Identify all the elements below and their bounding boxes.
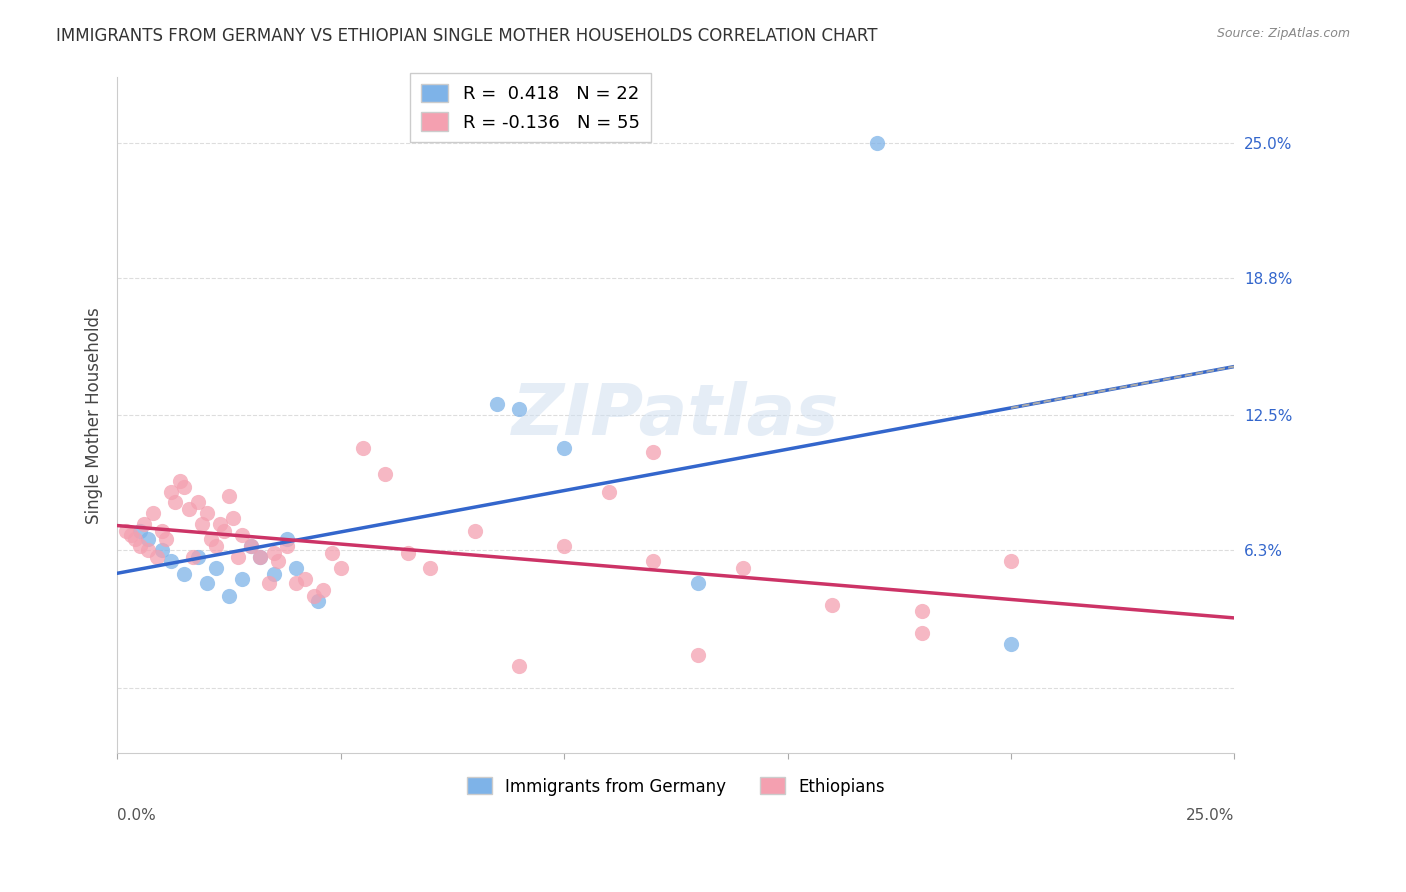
Point <box>214 524 236 538</box>
Point <box>508 659 530 673</box>
Legend: Immigrants from Germany, Ethiopians: Immigrants from Germany, Ethiopians <box>457 767 894 805</box>
Point <box>263 545 285 559</box>
Point <box>329 561 352 575</box>
Point <box>181 549 204 564</box>
Text: ZIPatlas: ZIPatlas <box>512 381 839 450</box>
Point <box>191 517 214 532</box>
Point <box>821 598 844 612</box>
Point <box>218 489 240 503</box>
Point <box>553 539 575 553</box>
Point <box>138 543 160 558</box>
Point <box>276 533 298 547</box>
Point <box>222 510 245 524</box>
Point <box>204 539 226 553</box>
Point <box>688 576 710 591</box>
Point <box>276 539 298 553</box>
Point <box>204 561 226 575</box>
Point <box>231 528 253 542</box>
Point <box>284 561 307 575</box>
Point <box>187 495 209 509</box>
Point <box>911 626 934 640</box>
Point <box>598 484 620 499</box>
Point <box>240 539 263 553</box>
Point <box>263 567 285 582</box>
Point <box>257 576 280 591</box>
Point <box>240 539 263 553</box>
Point <box>731 561 754 575</box>
Point <box>249 549 271 564</box>
Point <box>866 136 889 150</box>
Point <box>150 524 173 538</box>
Text: 25.0%: 25.0% <box>1187 807 1234 822</box>
Point <box>374 467 396 482</box>
Point <box>132 517 155 532</box>
Point <box>115 524 138 538</box>
Point <box>643 445 665 459</box>
Point <box>267 554 290 568</box>
Point <box>138 533 160 547</box>
Point <box>155 533 177 547</box>
Point <box>146 549 169 564</box>
Point <box>1000 637 1022 651</box>
Point <box>321 545 343 559</box>
Point <box>173 567 195 582</box>
Point <box>187 549 209 564</box>
Point <box>218 589 240 603</box>
Point <box>396 545 419 559</box>
Point <box>195 506 218 520</box>
Point <box>150 543 173 558</box>
Point <box>419 561 441 575</box>
Point <box>173 480 195 494</box>
Point <box>1000 554 1022 568</box>
Point <box>307 593 329 607</box>
Point <box>120 528 142 542</box>
Point <box>553 441 575 455</box>
Point <box>165 495 187 509</box>
Point <box>195 576 218 591</box>
Point <box>124 533 146 547</box>
Point <box>200 533 222 547</box>
Point <box>312 582 335 597</box>
Point <box>294 572 316 586</box>
Point <box>302 589 325 603</box>
Point <box>464 524 486 538</box>
Text: IMMIGRANTS FROM GERMANY VS ETHIOPIAN SINGLE MOTHER HOUSEHOLDS CORRELATION CHART: IMMIGRANTS FROM GERMANY VS ETHIOPIAN SIN… <box>56 27 877 45</box>
Y-axis label: Single Mother Households: Single Mother Households <box>86 307 103 524</box>
Point <box>226 549 249 564</box>
Point <box>159 554 181 568</box>
Text: 0.0%: 0.0% <box>117 807 156 822</box>
Point <box>128 539 150 553</box>
Point <box>911 604 934 618</box>
Point <box>508 401 530 416</box>
Text: Source: ZipAtlas.com: Source: ZipAtlas.com <box>1216 27 1350 40</box>
Point <box>128 524 150 538</box>
Point <box>159 484 181 499</box>
Point <box>643 554 665 568</box>
Point <box>142 506 165 520</box>
Point <box>352 441 374 455</box>
Point <box>284 576 307 591</box>
Point <box>249 549 271 564</box>
Point <box>169 474 191 488</box>
Point <box>231 572 253 586</box>
Point <box>688 648 710 662</box>
Point <box>486 397 509 411</box>
Point <box>177 502 200 516</box>
Point <box>208 517 231 532</box>
